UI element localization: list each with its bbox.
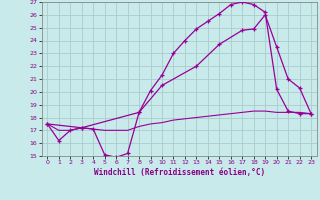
X-axis label: Windchill (Refroidissement éolien,°C): Windchill (Refroidissement éolien,°C): [94, 168, 265, 177]
